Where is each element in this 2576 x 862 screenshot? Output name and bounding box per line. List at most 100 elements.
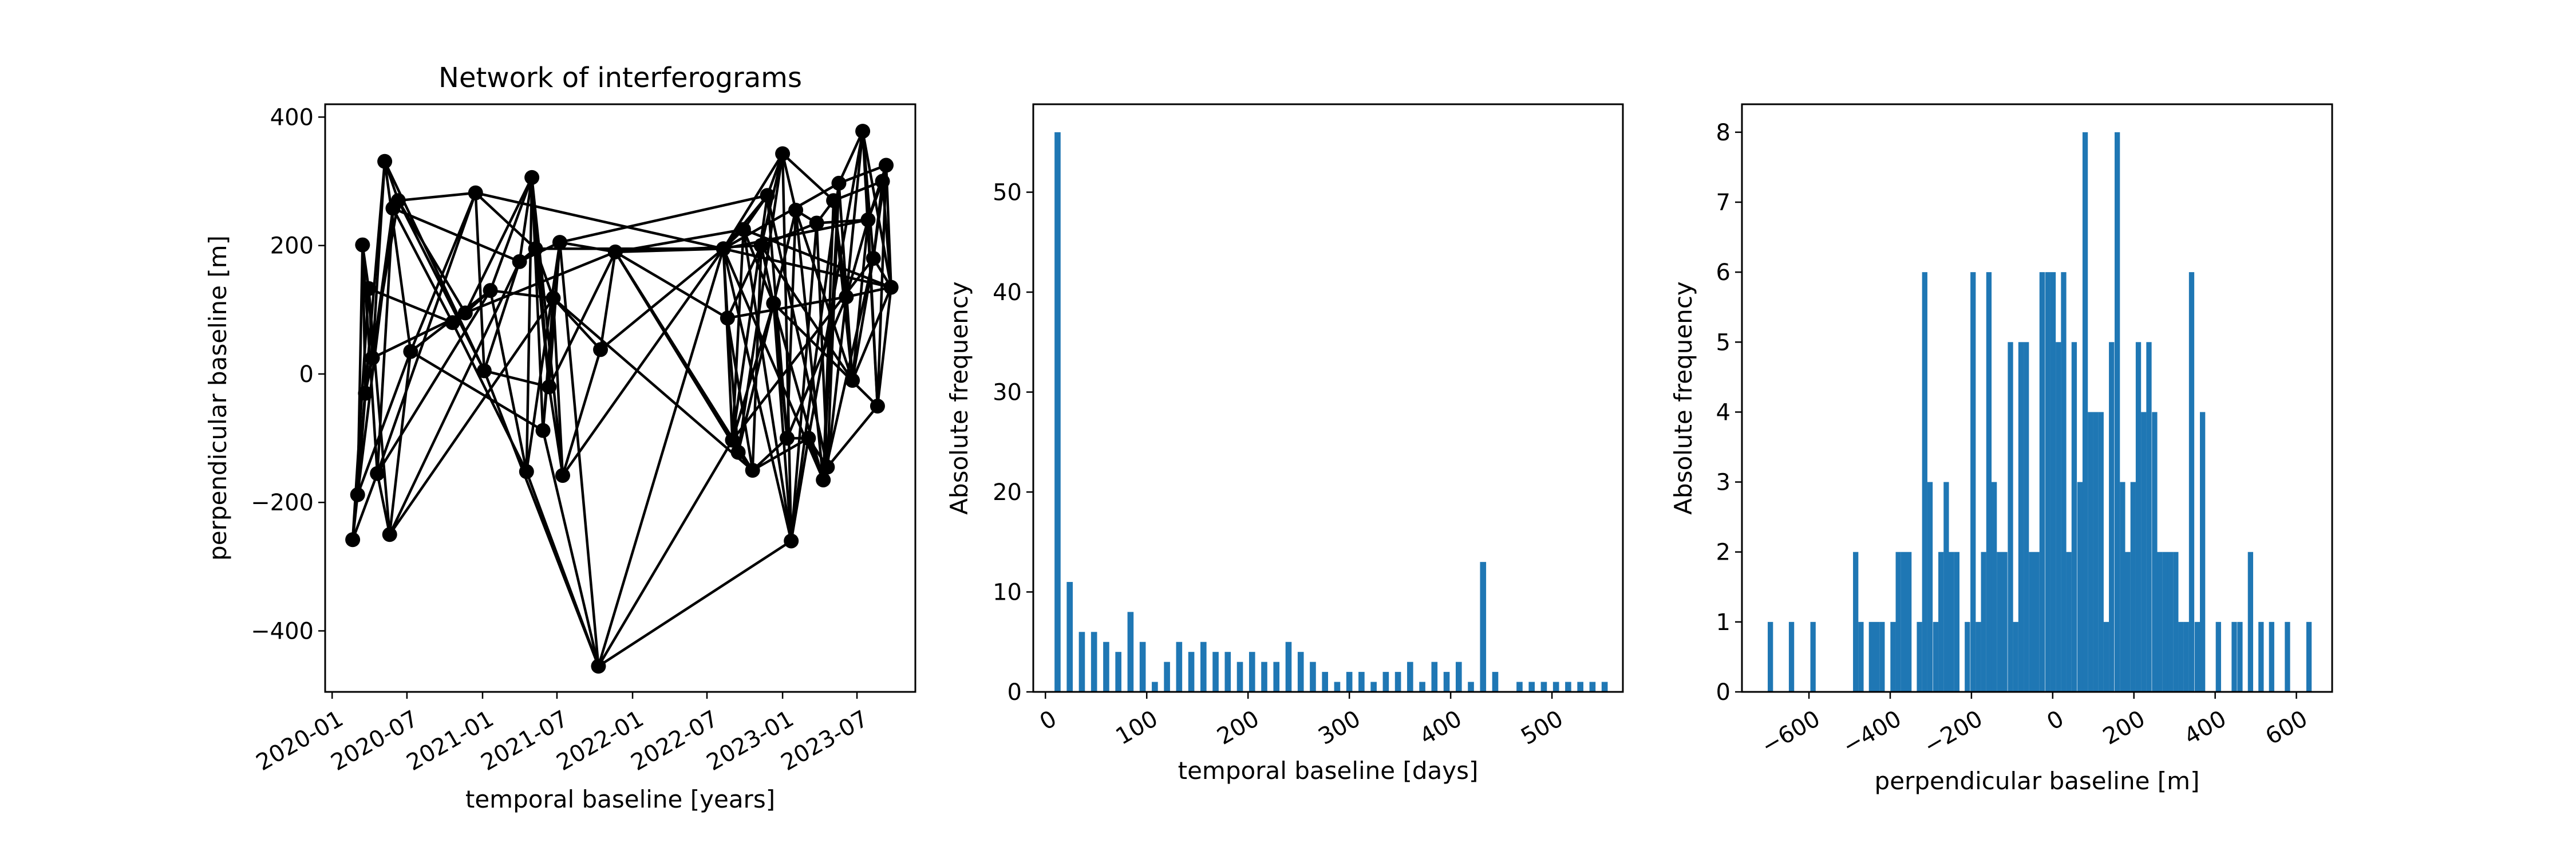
perpendicular-histogram-bar (1949, 552, 1954, 692)
temporal-histogram-bar (1091, 632, 1097, 692)
perpendicular-histogram-y-tick-label: 0 (1716, 679, 1730, 706)
temporal-histogram-bar (1407, 662, 1413, 692)
network-edge (742, 229, 793, 541)
perpendicular-histogram-bar (2162, 552, 2168, 692)
network-node (542, 379, 557, 395)
network-edge (785, 296, 848, 439)
perpendicular-histogram-bar (1810, 621, 1816, 692)
temporal-histogram-bar (1224, 652, 1231, 692)
network-edge (723, 218, 868, 250)
temporal-histogram-bar (1516, 682, 1523, 692)
network-edge (388, 297, 555, 536)
network-edge (772, 302, 825, 481)
temporal-histogram-y-tick-label: 30 (993, 380, 1022, 406)
network-edge (518, 177, 534, 262)
network-edge (534, 248, 555, 299)
network-edge (772, 302, 879, 407)
temporal-histogram-bar (1066, 582, 1073, 692)
perpendicular-histogram-bar (2285, 621, 2290, 692)
network-edge (743, 228, 892, 289)
network-edge (722, 194, 769, 250)
perpendicular-histogram-bar (2178, 621, 2184, 692)
perpendicular-histogram-bar (1895, 552, 1901, 692)
network-node (736, 222, 751, 237)
network-edge (789, 223, 818, 541)
network-node (524, 170, 540, 185)
network-edge (489, 177, 534, 291)
temporal-histogram-bar (1431, 662, 1438, 692)
temporal-histogram-bar (1103, 641, 1109, 692)
perpendicular-histogram-bar (1954, 552, 1960, 692)
temporal-histogram-bar (1310, 662, 1316, 692)
perpendicular-histogram-bar (2082, 132, 2088, 692)
network-edge (356, 351, 412, 495)
network-edge (388, 261, 521, 536)
perpendicular-histogram-bar (2183, 621, 2189, 692)
perpendicular-histogram-bar (2056, 342, 2061, 692)
network-node (716, 241, 731, 257)
network-node (745, 463, 760, 478)
network-edge (598, 540, 792, 668)
network-node (753, 238, 769, 253)
network-edge (851, 286, 892, 381)
network-node (358, 385, 373, 401)
network-y-tick-label: −200 (251, 490, 314, 516)
temporal-histogram-bar (1601, 682, 1608, 692)
network-edge (376, 208, 394, 474)
perpendicular-histogram-bar (2120, 482, 2125, 692)
network-node (870, 399, 885, 414)
perpendicular-histogram-bar (1890, 621, 1896, 692)
temporal-histogram-bar (1200, 641, 1207, 692)
network-edge (722, 182, 840, 250)
perpendicular-histogram-bar (2194, 621, 2200, 692)
perpendicular-histogram-bar (2146, 342, 2152, 692)
temporal-histogram-bar (1139, 641, 1146, 692)
network-node (476, 363, 492, 379)
network-node (855, 124, 871, 139)
network-node (345, 532, 361, 548)
perpendicular-histogram-bar (2061, 272, 2067, 692)
network-edge (737, 153, 784, 453)
network-edge (548, 251, 617, 388)
network-node (555, 468, 570, 483)
network-y-tick-label: 400 (270, 104, 314, 131)
network-edge (552, 297, 602, 351)
network-edge (837, 131, 864, 184)
network-node (883, 280, 899, 295)
network-edge (794, 210, 825, 481)
network-node (535, 423, 551, 438)
network-edge (723, 247, 892, 289)
network-edge (597, 439, 734, 667)
temporal-histogram-bar (1540, 682, 1547, 692)
network-edge (483, 261, 521, 372)
perpendicular-histogram-bar (2173, 552, 2179, 692)
perpendicular-histogram-bar (1933, 621, 1939, 692)
perpendicular-histogram-y-tick-label: 4 (1716, 399, 1730, 426)
network-edge (615, 228, 744, 254)
network-edge (781, 152, 835, 202)
network-edge (845, 219, 870, 298)
perpendicular-histogram-bar (2130, 482, 2136, 692)
perpendicular-histogram-bar (2141, 412, 2147, 692)
network-y-tick-label: 0 (299, 361, 314, 388)
perpendicular-histogram-bar (2045, 272, 2050, 692)
perpendicular-histogram-bar (2157, 552, 2163, 692)
network-edge (751, 245, 763, 471)
network-node (845, 373, 860, 388)
network-edge (525, 471, 600, 667)
perpendicular-histogram-y-tick-label: 2 (1716, 540, 1730, 566)
temporal-histogram-bar (1176, 641, 1183, 692)
network-edge (525, 177, 534, 472)
network-edge (388, 351, 412, 535)
network-edge (530, 177, 564, 476)
temporal-histogram-bar (1419, 682, 1425, 692)
network-node (591, 659, 606, 674)
network-edge (826, 405, 879, 468)
network-edge (794, 210, 854, 381)
perpendicular-histogram-bar (2029, 552, 2034, 692)
perpendicular-histogram-bar (2024, 342, 2029, 692)
temporal-histogram-bar (1273, 662, 1280, 692)
network-edge (392, 207, 520, 263)
network-edge (781, 153, 793, 541)
